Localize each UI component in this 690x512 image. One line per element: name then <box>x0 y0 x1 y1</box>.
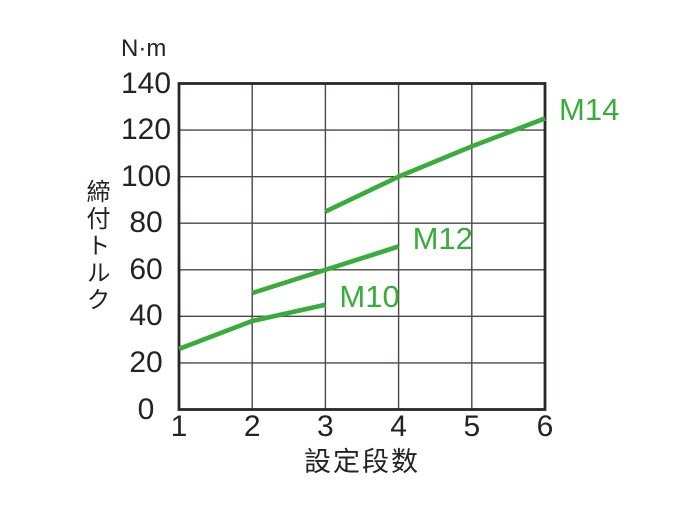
x-tick-label: 1 <box>170 410 188 443</box>
y-tick-label: 20 <box>129 345 163 379</box>
y-tick-label: 0 <box>137 392 155 426</box>
y-tick-label: 80 <box>129 206 163 240</box>
y-tick-label: 140 <box>120 66 172 100</box>
series-line-m12 <box>251 244 400 296</box>
series-line-m10 <box>178 302 326 352</box>
x-tick-label: 2 <box>243 410 261 443</box>
x-tick-label: 4 <box>390 410 407 443</box>
y-tick-label: 40 <box>129 299 163 333</box>
x-tick-label: 5 <box>463 410 481 443</box>
series-line-m14 <box>324 116 546 214</box>
y-tick-label: 100 <box>120 159 172 193</box>
y-axis-title: 締付トルク <box>82 179 109 314</box>
y-axis-unit-label: N·m <box>121 35 167 62</box>
x-tick-label: 6 <box>536 410 554 443</box>
y-tick-label: 120 <box>120 113 172 147</box>
plot-border <box>177 82 547 411</box>
x-axis-title: 設定段数 <box>304 447 420 477</box>
series-label-m14: M14 <box>559 92 620 128</box>
y-tick-label: 60 <box>129 252 163 286</box>
series-label-m10: M10 <box>339 278 400 314</box>
x-tick-label: 3 <box>317 410 334 443</box>
series-label-m12: M12 <box>412 220 473 256</box>
